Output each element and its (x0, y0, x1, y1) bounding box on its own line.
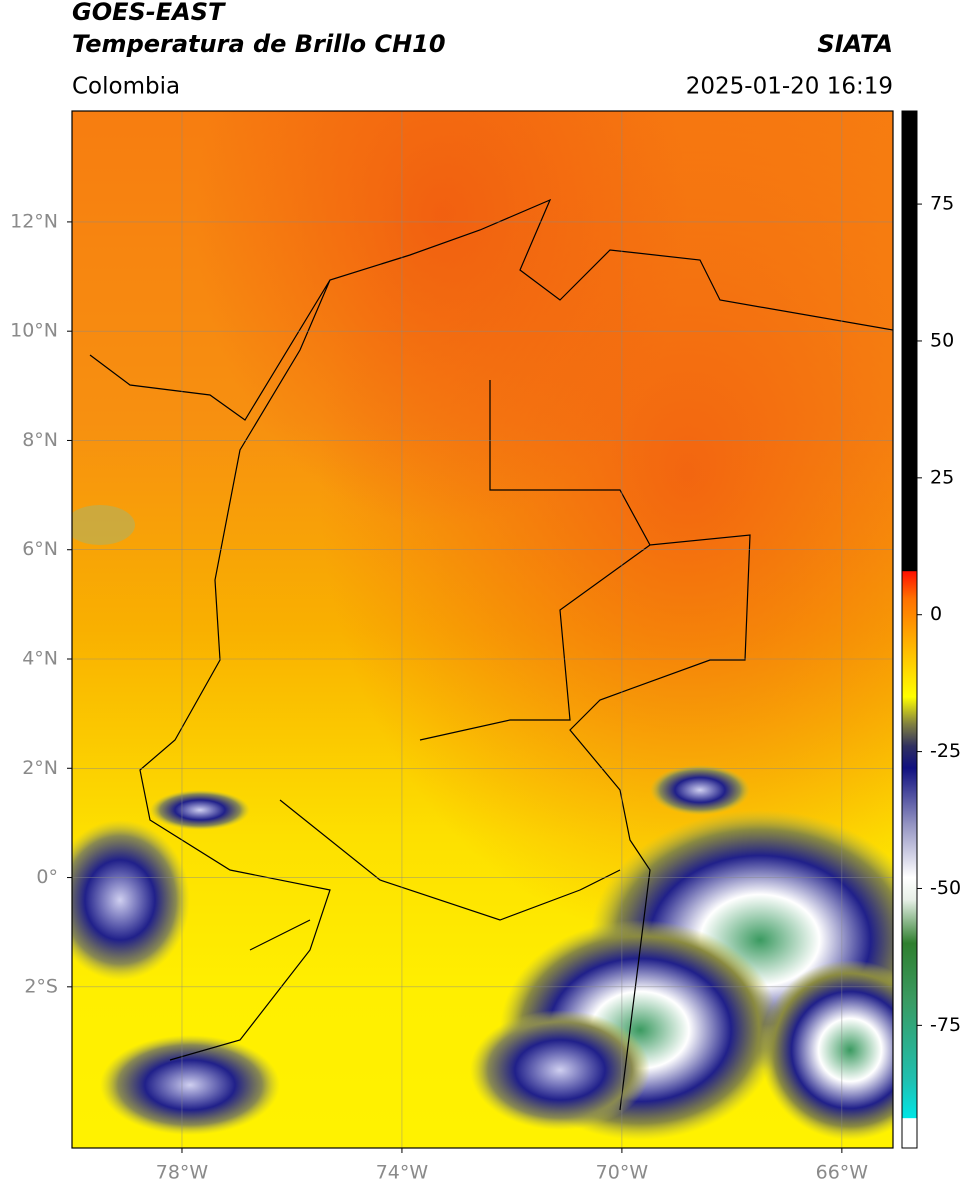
x-tick-label: 66°W (816, 1162, 869, 1184)
colorbar (901, 110, 918, 1149)
colorbar-tick-label: -50 (930, 877, 961, 899)
y-tick-label: 4°N (22, 648, 58, 670)
y-tick-label: 8°N (22, 429, 58, 451)
region: Colombia (72, 74, 180, 100)
y-tick-label: 0° (36, 866, 58, 888)
colorbar-tick-label: -25 (930, 740, 961, 762)
x-tick-label: 78°W (156, 1162, 209, 1184)
y-tick-label: 2°S (24, 975, 58, 997)
title: GOES-EAST (72, 0, 226, 26)
y-tick-label: 6°N (22, 538, 58, 560)
y-tick-label: 10°N (10, 320, 58, 342)
x-tick-label: 74°W (376, 1162, 429, 1184)
colorbar-tick-label: 50 (930, 329, 954, 351)
satellite-image (72, 111, 893, 1148)
map-frame (71, 110, 894, 1149)
grid (72, 111, 893, 1148)
colorbar-tick-label: 25 (930, 466, 954, 488)
colorbar-tick-label: -75 (930, 1014, 961, 1036)
colorbar-tick-label: 0 (930, 603, 942, 625)
datetime: 2025-01-20 16:19 (686, 74, 893, 100)
title: Temperatura de Brillo CH10 (72, 30, 446, 58)
y-tick-label: 2°N (22, 757, 58, 779)
y-tick-label: 12°N (10, 210, 58, 232)
colorbar-tick-label: 75 (930, 193, 954, 215)
source: SIATA (817, 30, 893, 58)
x-tick-label: 70°W (596, 1162, 649, 1184)
